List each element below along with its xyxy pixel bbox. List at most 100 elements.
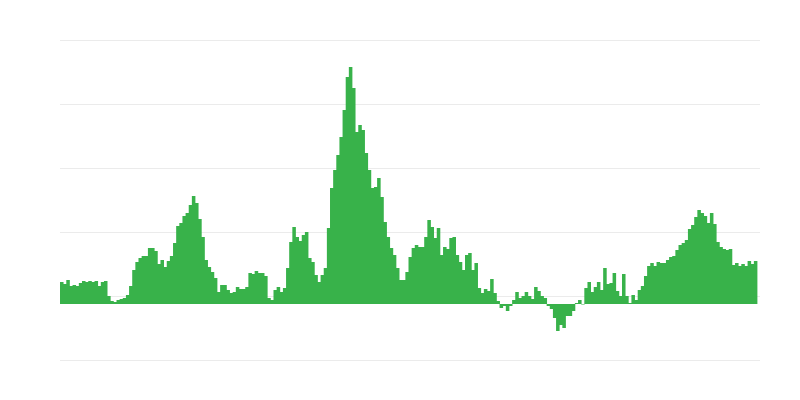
bar xyxy=(60,282,64,304)
bar xyxy=(78,283,83,304)
bar xyxy=(656,262,661,304)
bar xyxy=(449,238,453,304)
bar xyxy=(408,257,413,304)
bar xyxy=(323,268,328,304)
bar xyxy=(135,262,139,304)
bar xyxy=(556,304,560,331)
bar xyxy=(179,223,183,304)
bar xyxy=(395,268,400,304)
bar xyxy=(417,247,422,304)
bar xyxy=(703,216,708,304)
bar xyxy=(232,292,237,304)
bar xyxy=(587,282,591,304)
bar xyxy=(505,304,510,311)
bar xyxy=(672,256,676,304)
bar xyxy=(345,77,350,304)
bar xyxy=(433,238,438,304)
bar xyxy=(207,267,212,304)
bar xyxy=(298,241,303,304)
bar xyxy=(330,188,334,304)
bar xyxy=(568,304,573,316)
bar xyxy=(596,282,601,304)
bar xyxy=(399,280,403,304)
bar xyxy=(414,245,419,304)
bar xyxy=(499,304,504,308)
bar xyxy=(160,260,165,304)
bar xyxy=(609,283,613,304)
bar xyxy=(317,282,321,304)
bar xyxy=(436,228,441,304)
bar xyxy=(634,300,639,304)
bar xyxy=(474,263,478,304)
bar xyxy=(477,288,482,304)
bar xyxy=(97,286,102,304)
bar xyxy=(458,262,463,304)
bar xyxy=(361,130,365,304)
bar xyxy=(351,88,356,304)
bar xyxy=(465,255,469,304)
bar xyxy=(182,216,186,304)
bar xyxy=(512,300,516,304)
bar xyxy=(653,266,657,304)
bar xyxy=(198,219,202,304)
bar xyxy=(741,264,745,304)
bar xyxy=(138,258,143,304)
bar xyxy=(311,262,315,304)
bar xyxy=(543,298,548,304)
bar xyxy=(615,291,620,304)
bar xyxy=(370,188,375,304)
bar xyxy=(713,224,717,304)
bar xyxy=(292,227,296,304)
bar xyxy=(279,292,284,304)
bar xyxy=(631,295,635,304)
bar xyxy=(659,263,664,304)
bar xyxy=(747,261,752,304)
bar xyxy=(216,292,221,304)
bar xyxy=(204,260,208,304)
bar xyxy=(377,178,381,304)
bars xyxy=(60,67,758,331)
bar xyxy=(342,110,347,304)
bar xyxy=(697,210,701,304)
bar xyxy=(314,275,318,304)
bar xyxy=(493,293,497,304)
bar xyxy=(424,237,428,304)
bar xyxy=(571,304,576,311)
bar xyxy=(606,284,610,304)
bar xyxy=(411,248,416,304)
bar xyxy=(738,266,742,304)
bar xyxy=(650,263,654,304)
bar xyxy=(625,296,629,304)
bar xyxy=(251,274,256,304)
bar xyxy=(210,272,215,304)
bar xyxy=(665,260,670,304)
bar xyxy=(468,253,472,304)
gridlines xyxy=(60,40,760,361)
bar xyxy=(527,296,532,304)
bar xyxy=(63,284,67,304)
bar xyxy=(339,137,343,304)
bar xyxy=(700,213,705,304)
bar xyxy=(750,264,755,304)
bar xyxy=(386,237,391,304)
bar xyxy=(301,235,306,304)
bar xyxy=(518,298,522,304)
bar xyxy=(687,229,692,304)
bar xyxy=(383,222,387,304)
bar xyxy=(129,286,133,304)
bar xyxy=(169,256,174,304)
bar xyxy=(157,264,161,304)
bar xyxy=(229,293,234,304)
bar xyxy=(380,197,384,304)
bar xyxy=(578,300,582,304)
bar xyxy=(593,287,598,304)
bar xyxy=(574,303,579,304)
bar xyxy=(144,256,149,304)
bar xyxy=(245,287,249,304)
bar xyxy=(534,287,538,304)
bar xyxy=(565,304,570,316)
bar xyxy=(254,271,259,304)
bar xyxy=(549,304,554,309)
bar xyxy=(85,282,89,304)
